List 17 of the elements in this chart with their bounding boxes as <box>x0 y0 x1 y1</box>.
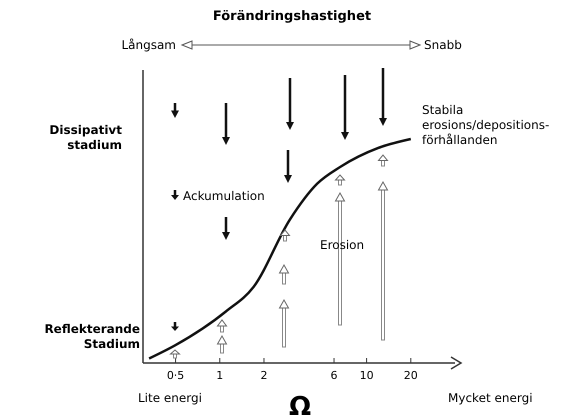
x-tick-label: 2 <box>260 369 268 382</box>
annotation: Erosion <box>320 238 364 252</box>
x-tick-label: 1 <box>216 369 224 382</box>
text: Långsam <box>121 38 176 52</box>
annotation: Ackumulation <box>183 189 265 203</box>
x-tick-label: 0·5 <box>166 369 184 382</box>
chart-title: Förändringshastighet <box>212 9 372 24</box>
annotation: Stabila erosions/depositions- förhållanden <box>422 103 550 147</box>
x-tick-label: 6 <box>330 369 338 382</box>
text: Dissipativt stadium <box>49 123 122 152</box>
x-tick-label: 20 <box>404 369 418 382</box>
text: Reflekterande Stadium <box>44 322 140 351</box>
text: Snabb <box>424 38 462 52</box>
text: Lite energi <box>138 391 202 405</box>
x-tick-label: 10 <box>360 369 374 382</box>
text: Mycket energi <box>448 391 533 405</box>
x-axis-title: Ω <box>288 392 312 419</box>
